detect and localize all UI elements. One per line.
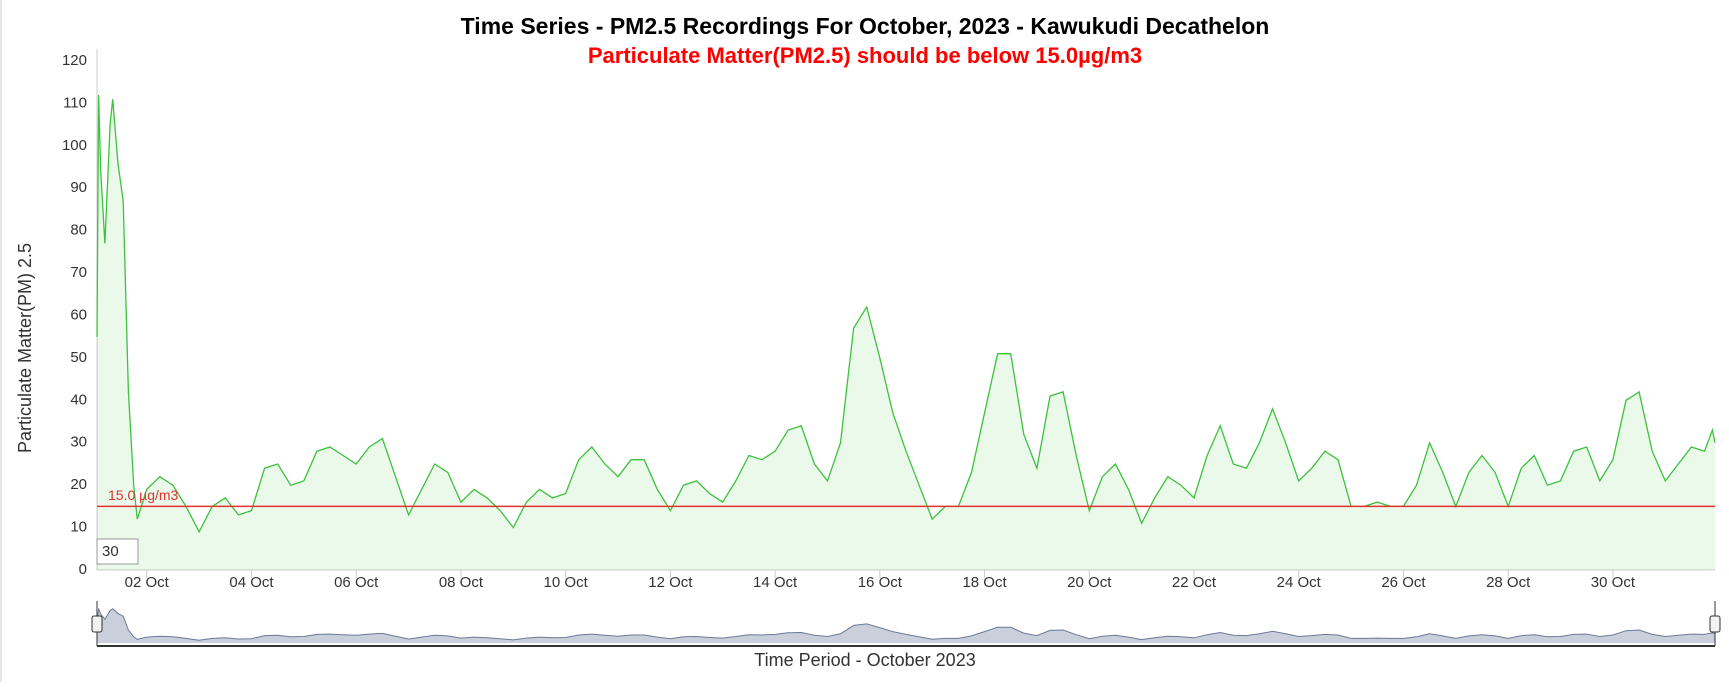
y-tick-label: 40 xyxy=(70,391,87,408)
y-tick-label: 60 xyxy=(70,306,87,323)
y-axis-label: Particulate Matter(PM) 2.5 xyxy=(15,243,35,453)
y-tick-label: 20 xyxy=(70,476,87,493)
y-tick-label: 90 xyxy=(70,179,87,196)
navigator-handle[interactable] xyxy=(1709,615,1721,633)
x-tick-label: 16 Oct xyxy=(858,574,903,591)
y-tick-label: 80 xyxy=(70,222,87,239)
threshold-label: 15.0 µg/m3 xyxy=(108,487,179,503)
x-tick-label: 14 Oct xyxy=(753,574,798,591)
y-tick-label: 50 xyxy=(70,349,87,366)
y-tick-label: 70 xyxy=(70,264,87,281)
y-tick-label: 100 xyxy=(62,137,87,154)
chart-title: Time Series - PM2.5 Recordings For Octob… xyxy=(461,13,1270,39)
navigator-handle[interactable] xyxy=(91,615,103,633)
x-tick-label: 02 Oct xyxy=(125,574,170,591)
x-tick-label: 06 Oct xyxy=(334,574,379,591)
y-tick-label: 110 xyxy=(63,94,87,111)
x-tick-label: 18 Oct xyxy=(962,574,1007,591)
series-line xyxy=(96,94,1716,534)
x-tick-label: 08 Oct xyxy=(439,574,484,591)
x-tick-label: 12 Oct xyxy=(648,574,693,591)
range-input-text[interactable]: 30 xyxy=(102,543,119,560)
x-tick-label: 04 Oct xyxy=(229,574,274,591)
chart-subtitle: Particulate Matter(PM2.5) should be belo… xyxy=(588,43,1142,68)
y-tick-label: 0 xyxy=(79,561,87,578)
y-tick-label: 120 xyxy=(62,52,87,69)
x-tick-label: 26 Oct xyxy=(1381,574,1426,591)
y-tick-label: 30 xyxy=(70,434,87,451)
x-tick-label: 24 Oct xyxy=(1277,574,1322,591)
x-tick-label: 30 Oct xyxy=(1591,574,1636,591)
x-tick-label: 20 Oct xyxy=(1067,574,1112,591)
x-tick-label: 22 Oct xyxy=(1172,574,1217,591)
x-tick-label: 10 Oct xyxy=(544,574,589,591)
x-axis-label: Time Period - October 2023 xyxy=(754,650,975,670)
x-tick-label: 28 Oct xyxy=(1486,574,1531,591)
y-tick-label: 10 xyxy=(70,519,87,536)
navigator-line xyxy=(96,608,1716,641)
series-area xyxy=(97,94,1715,571)
range-input[interactable] xyxy=(96,538,139,565)
navigator-area xyxy=(97,608,1715,643)
